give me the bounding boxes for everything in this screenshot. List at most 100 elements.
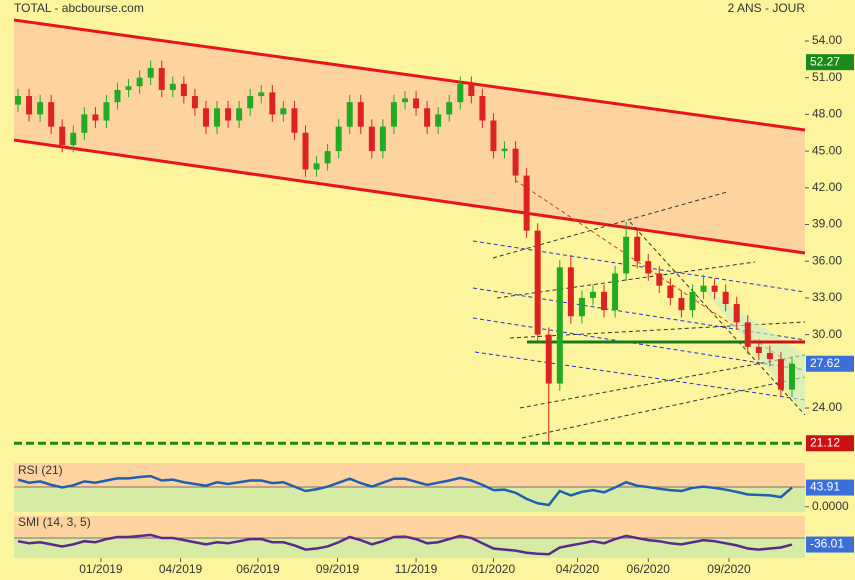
value-box [806, 479, 854, 496]
candle-body [446, 102, 453, 115]
candle-body [601, 291, 608, 311]
candle-body [70, 132, 77, 145]
channel-line [13, 18, 806, 132]
candle-body [236, 108, 243, 121]
candle-body [490, 120, 497, 152]
candle-body [368, 126, 375, 152]
y-tick-label: 36.00 [812, 253, 842, 267]
candle-body [755, 346, 762, 353]
candle-body [147, 67, 154, 78]
candle-body [390, 102, 397, 127]
smi-upper-zone [14, 516, 805, 538]
candle-body [81, 114, 88, 133]
candle-body [169, 83, 176, 90]
candle-body [457, 83, 464, 103]
candle-body [479, 96, 486, 121]
candle-body [556, 267, 563, 384]
candle-body [612, 273, 619, 311]
value-box-label: 27.62 [810, 356, 840, 370]
candle-body [357, 102, 364, 127]
x-tick-label: 09/2019 [316, 562, 360, 576]
indicator-line [17, 533, 793, 556]
candle-body [413, 98, 420, 109]
x-tick-label: 09/2020 [707, 562, 751, 576]
candle-body [589, 291, 596, 298]
candle-body [258, 92, 265, 97]
x-tick-label: 06/2020 [627, 562, 671, 576]
candle-body [523, 175, 530, 231]
candle-body [379, 126, 386, 152]
y-tick-label: 39.00 [812, 217, 842, 231]
candle-body [214, 108, 221, 127]
candle-body [136, 77, 143, 87]
x-tick-label: 01/2020 [472, 562, 516, 576]
candle-body [645, 261, 652, 274]
candle-body [92, 114, 99, 121]
channel-fill [700, 285, 805, 415]
period: 2 ANS - JOUR [728, 1, 806, 15]
rsi-upper-zone [14, 463, 805, 487]
y-tick-label: 54.00 [812, 33, 842, 47]
candle-body [280, 108, 287, 115]
candle-body [180, 83, 187, 97]
candle-body [313, 163, 320, 170]
y-tick-label: 48.00 [812, 107, 842, 121]
candle-body [158, 67, 165, 90]
candle-body [302, 132, 309, 170]
candle-body [15, 96, 21, 105]
candle-body [501, 148, 508, 152]
candle-body [26, 96, 33, 115]
candle-body [424, 108, 431, 127]
value-box-label: -36.01 [810, 537, 844, 551]
candle-body [634, 236, 641, 262]
candle-body [291, 108, 298, 133]
candle-body [247, 96, 254, 109]
y-tick-label: 24.00 [812, 400, 842, 414]
candle-body [766, 352, 773, 360]
candle-body [191, 96, 198, 109]
candle-body [711, 285, 718, 292]
candle-body [744, 322, 751, 347]
candle-body [567, 267, 574, 317]
candle-body [623, 236, 630, 274]
y-tick-label: 30.00 [812, 327, 842, 341]
panel-title: RSI (21) [18, 463, 63, 477]
y-tick-label: 45.00 [812, 143, 842, 157]
x-tick-label: 01/2019 [79, 562, 123, 576]
candle-body [512, 148, 519, 176]
candle-body [777, 359, 784, 390]
value-box [806, 536, 854, 553]
x-tick-label: 04/2019 [159, 562, 203, 576]
indicator-line [17, 474, 793, 507]
y-tick-label: 51.00 [812, 70, 842, 84]
channel-fill [14, 20, 805, 253]
candle-body [545, 334, 552, 384]
y-tick-label: 0.0000 [812, 499, 849, 513]
candle-body [678, 297, 685, 311]
candle-body [103, 102, 110, 121]
candle-body [324, 151, 331, 164]
candle-body [468, 83, 475, 97]
x-tick-label: 06/2019 [236, 562, 280, 576]
candle-body [48, 102, 55, 127]
y-tick-label: 33.00 [812, 290, 842, 304]
candle-body [202, 108, 209, 127]
candle-body [578, 297, 585, 317]
value-box [806, 54, 854, 71]
candle-body [114, 89, 121, 103]
candle-body [402, 98, 408, 103]
y-tick-label: 42.00 [812, 180, 842, 194]
x-tick-label: 04/2020 [556, 562, 600, 576]
candle-body [225, 108, 232, 121]
candle-body [269, 92, 276, 115]
value-box [806, 435, 854, 452]
candle-body [59, 126, 66, 145]
candle-body [346, 102, 353, 127]
value-box [806, 355, 854, 372]
candle-body [689, 291, 696, 311]
candle-body [656, 273, 663, 286]
candle-body [667, 285, 674, 298]
panel-title: SMI (14, 3, 5) [18, 515, 91, 529]
candle-body [125, 86, 132, 90]
